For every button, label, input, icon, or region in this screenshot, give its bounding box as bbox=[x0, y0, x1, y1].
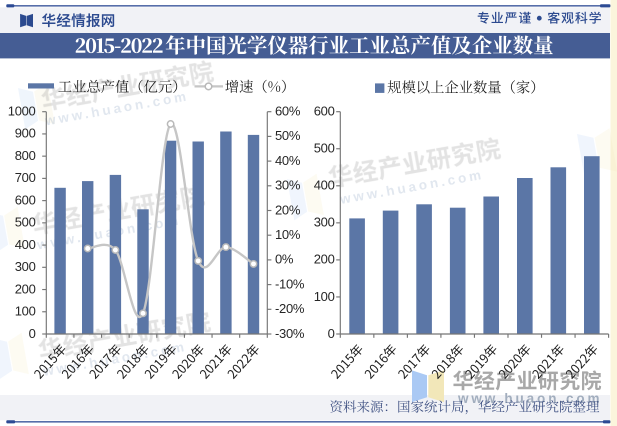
svg-text:300: 300 bbox=[314, 215, 335, 230]
svg-text:600: 600 bbox=[15, 192, 36, 207]
svg-text:0: 0 bbox=[328, 326, 335, 341]
svg-text:900: 900 bbox=[15, 126, 36, 141]
svg-text:100: 100 bbox=[314, 289, 335, 304]
svg-text:1000: 1000 bbox=[8, 104, 36, 119]
svg-text:500: 500 bbox=[314, 141, 335, 156]
svg-text:0%: 0% bbox=[275, 252, 294, 267]
svg-text:20%: 20% bbox=[275, 202, 301, 217]
svg-text:400: 400 bbox=[15, 237, 36, 252]
svg-text:500: 500 bbox=[15, 215, 36, 230]
svg-text:50%: 50% bbox=[275, 128, 301, 143]
svg-text:300: 300 bbox=[15, 259, 36, 274]
svg-text:600: 600 bbox=[314, 104, 335, 119]
svg-text:-30%: -30% bbox=[275, 326, 305, 341]
svg-text:40%: 40% bbox=[275, 153, 301, 168]
svg-text:0: 0 bbox=[29, 326, 36, 341]
svg-text:www.huaon.com: www.huaon.com bbox=[457, 391, 602, 406]
svg-text:30%: 30% bbox=[275, 178, 301, 193]
svg-text:700: 700 bbox=[15, 170, 36, 185]
svg-text:10%: 10% bbox=[275, 227, 301, 242]
svg-text:-10%: -10% bbox=[275, 276, 305, 291]
svg-text:200: 200 bbox=[15, 281, 36, 296]
svg-text:-20%: -20% bbox=[275, 301, 305, 316]
svg-text:60%: 60% bbox=[275, 104, 301, 119]
svg-text:400: 400 bbox=[314, 178, 335, 193]
svg-text:800: 800 bbox=[15, 148, 36, 163]
svg-text:200: 200 bbox=[314, 252, 335, 267]
svg-text:100: 100 bbox=[15, 304, 36, 319]
